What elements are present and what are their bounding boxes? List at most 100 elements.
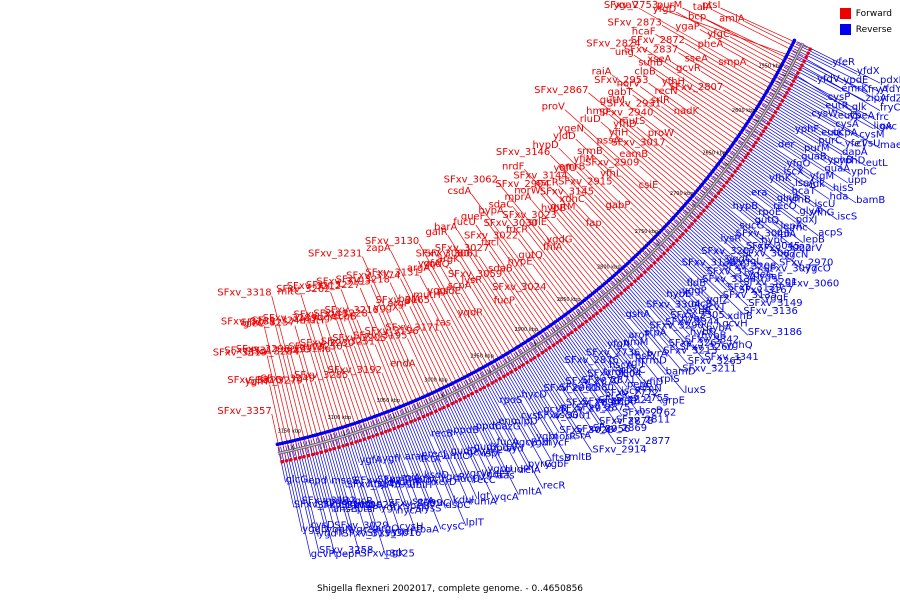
gene-label: SFxv_3059 bbox=[448, 269, 502, 280]
scale-tick-label: 2750 kbp bbox=[635, 229, 659, 235]
gene-connector bbox=[520, 348, 560, 412]
gene-connector bbox=[415, 366, 435, 409]
gene-label: SFxv_2869 bbox=[593, 423, 647, 434]
gene-connector bbox=[782, 69, 877, 121]
gene-arrow bbox=[595, 311, 599, 315]
gene-arrow bbox=[319, 450, 324, 454]
gene-connector bbox=[636, 126, 717, 192]
gene-arrow bbox=[792, 38, 797, 43]
gene-connector bbox=[676, 11, 794, 77]
gene-arrow bbox=[598, 308, 603, 313]
gene-label: recB bbox=[431, 428, 454, 439]
gene-connector bbox=[635, 259, 687, 315]
gene-connector bbox=[719, 167, 774, 210]
gene-label: bcp bbox=[688, 12, 706, 23]
gene-connector bbox=[300, 294, 347, 442]
gene-arrow bbox=[486, 383, 490, 387]
gene-arrow bbox=[764, 125, 768, 130]
gene-arrow bbox=[629, 282, 634, 287]
gene-label: SFxv_3016 bbox=[367, 528, 421, 539]
gene-label: gutM bbox=[600, 95, 625, 106]
gene-connector bbox=[314, 381, 334, 446]
gene-arrow bbox=[804, 55, 808, 59]
gene-label: purM bbox=[804, 143, 829, 154]
gene-label: syd bbox=[506, 443, 523, 454]
gene-connector bbox=[340, 289, 394, 426]
gene-arrow bbox=[584, 319, 589, 324]
scale-tick-label: 2950 kbp bbox=[470, 354, 494, 360]
gene-arrow bbox=[612, 297, 617, 301]
gene-arrow bbox=[642, 270, 647, 274]
gene-label: luxS bbox=[685, 385, 706, 396]
gene-label: ygdG bbox=[546, 235, 572, 246]
gene-label: glyA bbox=[799, 206, 821, 217]
gene-connector bbox=[465, 379, 493, 430]
gene-arrow bbox=[536, 353, 541, 357]
gene-connector bbox=[689, 203, 786, 287]
scale-tick bbox=[292, 445, 294, 450]
gene-label: SFxv_3317 bbox=[224, 346, 278, 357]
gene-label: mutS bbox=[619, 116, 645, 127]
gene-connector bbox=[795, 43, 858, 75]
gene-connector bbox=[274, 324, 308, 453]
gene-connector bbox=[457, 229, 538, 353]
gene-label: spe bbox=[364, 499, 382, 510]
gene-label: yphF bbox=[795, 124, 820, 135]
gene-label: SFxv_2915 bbox=[558, 177, 612, 188]
scale-tick bbox=[782, 73, 787, 77]
gene-label: pheA bbox=[698, 39, 724, 50]
gene-label: SFxv_3305 bbox=[670, 310, 724, 321]
gene-arrow bbox=[746, 151, 750, 156]
gene-label: gshA bbox=[625, 309, 650, 320]
gene-arrow bbox=[787, 87, 791, 91]
gene-connector bbox=[665, 145, 720, 188]
gene-connector bbox=[423, 399, 471, 505]
gene-arrow bbox=[671, 241, 676, 246]
gene-arrow bbox=[674, 238, 679, 243]
gene-label: yphD bbox=[839, 155, 866, 166]
gene-label: aas bbox=[497, 470, 514, 481]
gene-connector bbox=[746, 64, 787, 88]
gene-connector bbox=[701, 189, 784, 258]
scale-tick-label: 2600 kbp bbox=[732, 108, 756, 114]
gene-label: SFxv_3146 bbox=[496, 147, 550, 158]
gene-connector bbox=[399, 410, 421, 463]
gene-connector bbox=[325, 323, 364, 437]
gene-label: ygfJ bbox=[625, 358, 644, 369]
gene-connector bbox=[775, 82, 838, 120]
gene-connector bbox=[588, 92, 714, 195]
gene-label: scpA bbox=[448, 281, 472, 292]
gene-label: argO bbox=[375, 523, 399, 534]
gene-connector bbox=[575, 310, 638, 392]
gene-label: yggF bbox=[764, 293, 789, 304]
gene-label: yqgF bbox=[427, 285, 452, 296]
gene-label: gudD bbox=[451, 446, 478, 457]
gene-label: rumA bbox=[470, 496, 497, 507]
gene-label: cysH bbox=[399, 522, 423, 533]
gene-label: ygfZ bbox=[707, 295, 730, 306]
gene-label: yfdZ bbox=[880, 94, 900, 105]
gene-label: SFxv_3344 bbox=[665, 317, 719, 328]
gene-label: ispF bbox=[483, 448, 503, 459]
gene-arrow bbox=[358, 438, 363, 443]
gene-label: SFxv_3144 bbox=[513, 170, 567, 181]
gene-connector bbox=[644, 250, 703, 311]
gene-connector bbox=[608, 113, 711, 199]
gene-connector bbox=[666, 228, 749, 307]
gene-arrow bbox=[532, 355, 537, 360]
gene-label: SFxv_2956 bbox=[576, 424, 630, 435]
gene-connector bbox=[573, 311, 620, 373]
gene-arrow bbox=[367, 435, 371, 440]
gene-label: raiA bbox=[592, 67, 612, 78]
gene-connector bbox=[723, 161, 778, 202]
gene-label: ansB bbox=[333, 504, 358, 515]
gene-label: gutM bbox=[550, 202, 575, 213]
gene-arrow bbox=[513, 367, 518, 372]
gene-connector bbox=[628, 135, 708, 202]
gene-label: smpA bbox=[718, 57, 746, 68]
gene-label: ygaV bbox=[613, 0, 638, 11]
gene-connector bbox=[387, 414, 406, 460]
figure-caption: Shigella flexneri 2002017, complete geno… bbox=[316, 584, 584, 594]
gene-connector bbox=[638, 7, 785, 92]
gene-connector bbox=[711, 177, 759, 216]
